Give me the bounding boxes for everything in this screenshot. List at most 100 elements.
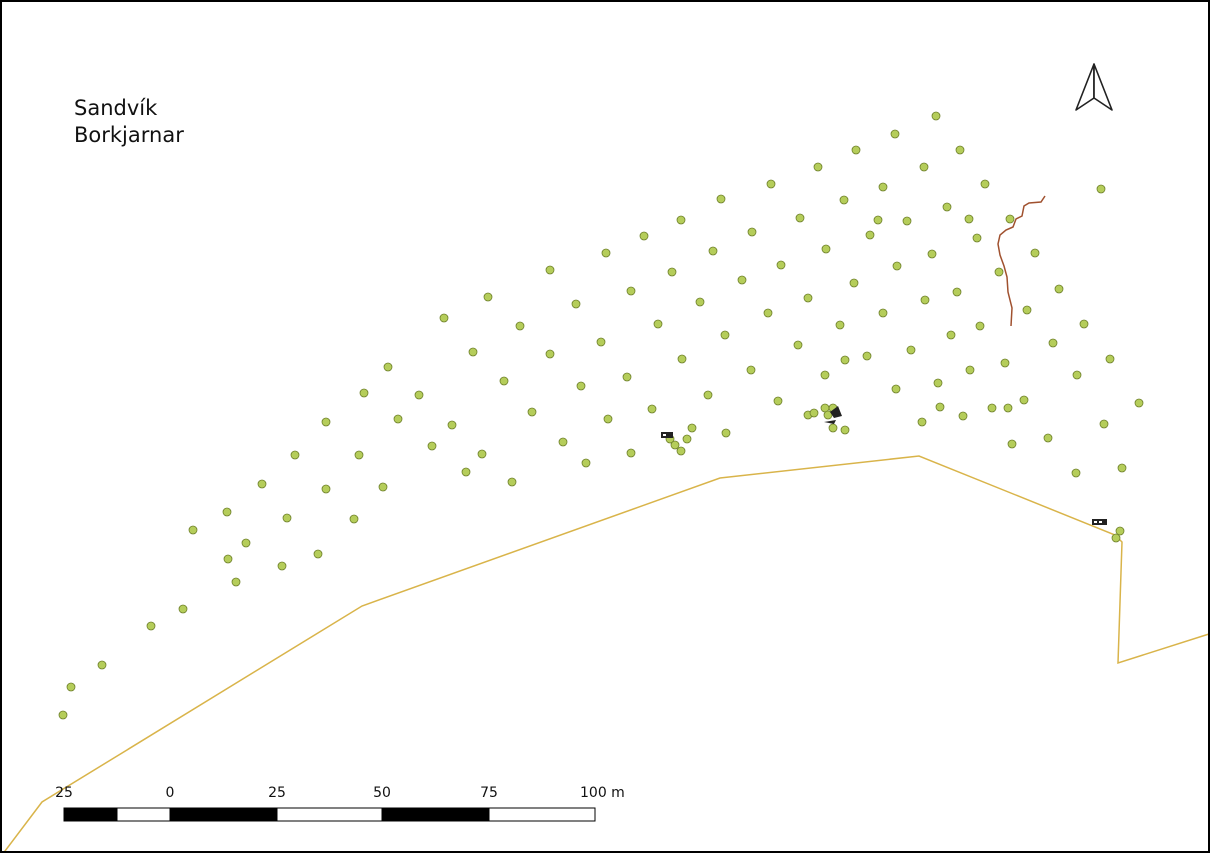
sample-points-layer	[58, 111, 1144, 720]
sample-point	[647, 404, 657, 414]
scale-segment	[488, 807, 596, 822]
sample-point	[942, 202, 952, 212]
sample-point	[862, 351, 872, 361]
sample-point	[892, 261, 902, 271]
sample-point	[964, 214, 974, 224]
sample-point	[878, 182, 888, 192]
sample-point	[378, 482, 388, 492]
sample-point	[596, 337, 606, 347]
sample-point	[891, 384, 901, 394]
sample-point	[241, 538, 251, 548]
sample-point	[670, 440, 680, 450]
sample-point	[639, 231, 649, 241]
sample-point	[1000, 358, 1010, 368]
sample-point	[414, 390, 424, 400]
sample-point	[746, 365, 756, 375]
sample-point	[813, 162, 823, 172]
sample-point	[952, 287, 962, 297]
sample-point	[66, 682, 76, 692]
sample-point	[809, 408, 819, 418]
sample-point	[677, 354, 687, 364]
sample-point	[393, 414, 403, 424]
sample-point	[931, 111, 941, 121]
scale-segment	[276, 807, 383, 822]
sample-point	[821, 244, 831, 254]
sample-point	[975, 321, 985, 331]
sample-point	[795, 213, 805, 223]
sample-point	[601, 248, 611, 258]
sample-point	[571, 299, 581, 309]
sample-point	[793, 340, 803, 350]
feature-marker	[1094, 521, 1097, 523]
scale-label: 25	[55, 785, 73, 801]
sample-point	[313, 549, 323, 559]
sample-point	[720, 330, 730, 340]
sample-point	[146, 621, 156, 631]
sample-point	[499, 376, 509, 386]
sample-point	[1048, 338, 1058, 348]
feature-marker	[824, 406, 842, 424]
sample-point	[708, 246, 718, 256]
sample-point	[576, 381, 586, 391]
stream-line	[997, 195, 1046, 327]
sample-point	[935, 402, 945, 412]
scale-label: 25	[268, 785, 286, 801]
sample-point	[1111, 533, 1121, 543]
sample-point	[919, 162, 929, 172]
scale-bar: 25 0 25 50 75 100 m	[55, 785, 625, 822]
sample-point	[223, 554, 233, 564]
map-subtitle: Borkjarnar	[74, 123, 184, 147]
sample-point	[803, 293, 813, 303]
sample-point	[1115, 526, 1125, 536]
sample-point	[851, 145, 861, 155]
sample-point	[946, 330, 956, 340]
sample-point	[721, 428, 731, 438]
sample-point	[545, 349, 555, 359]
sample-point	[766, 179, 776, 189]
sample-point	[1099, 419, 1109, 429]
sample-point	[840, 355, 850, 365]
sample-point	[839, 195, 849, 205]
sample-point	[1003, 403, 1013, 413]
sample-point	[1117, 463, 1127, 473]
scale-segment	[63, 807, 118, 822]
sample-point	[902, 216, 912, 226]
scale-label: 100 m	[580, 785, 625, 801]
feature-markers	[661, 406, 1107, 525]
sample-point	[1019, 395, 1029, 405]
sample-point	[257, 479, 267, 489]
scale-label: 75	[480, 785, 498, 801]
sample-point	[447, 420, 457, 430]
sample-point	[1079, 319, 1089, 329]
sample-point	[763, 308, 773, 318]
sample-point	[1071, 468, 1081, 478]
sample-point	[282, 513, 292, 523]
scale-segment	[381, 807, 490, 822]
scale-label: 0	[166, 785, 175, 801]
sample-point	[515, 321, 525, 331]
sample-point	[676, 446, 686, 456]
scale-label: 50	[373, 785, 391, 801]
sample-point	[1005, 214, 1015, 224]
sample-point	[920, 295, 930, 305]
sample-point	[507, 477, 517, 487]
sample-point	[972, 233, 982, 243]
sample-point	[626, 448, 636, 458]
boundary-line	[4, 455, 1208, 851]
sample-point	[682, 434, 692, 444]
sample-point	[1022, 305, 1032, 315]
sample-point	[878, 308, 888, 318]
sample-point	[695, 297, 705, 307]
feature-marker	[661, 432, 673, 438]
sample-point	[849, 278, 859, 288]
sample-point	[747, 227, 757, 237]
sample-point	[840, 425, 850, 435]
sample-point	[906, 345, 916, 355]
sample-point	[965, 365, 975, 375]
sample-point	[97, 660, 107, 670]
sample-point	[321, 417, 331, 427]
sample-point	[873, 215, 883, 225]
sample-point	[927, 249, 937, 259]
